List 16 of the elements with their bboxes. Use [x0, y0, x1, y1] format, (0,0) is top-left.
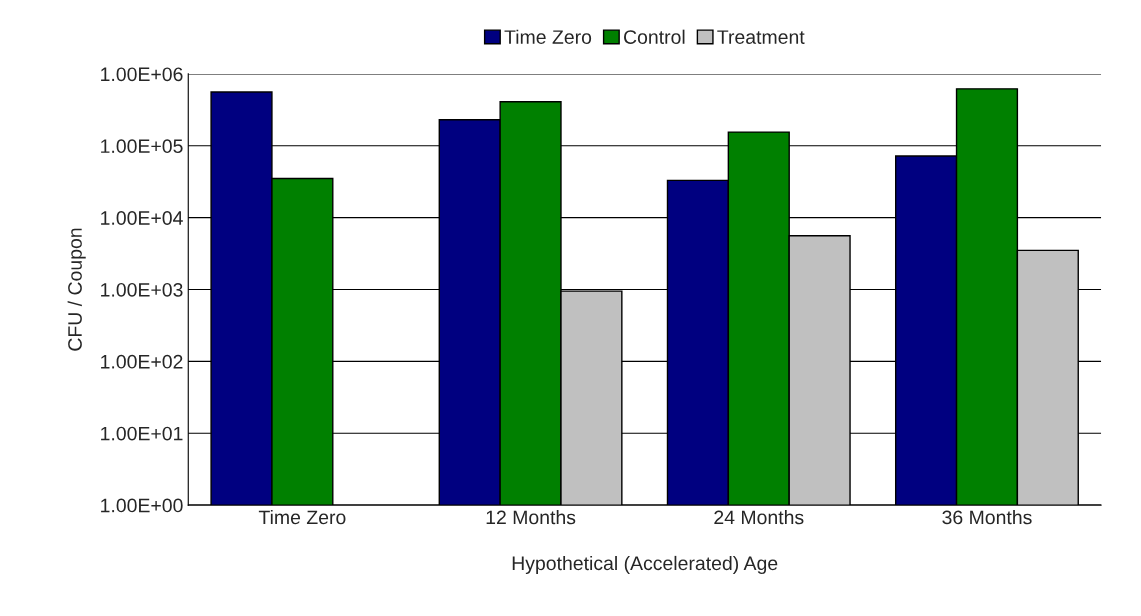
x-tick-label: 24 Months [714, 509, 804, 525]
legend-label: Control [624, 29, 685, 44]
y-tick-label: 1.00E+05 [101, 139, 183, 154]
x-axis-title: Hypothetical (Accelerated) Age [512, 555, 778, 575]
y-tick-label: 1.00E+03 [101, 282, 183, 297]
y-tick-label: 1.00E+04 [101, 211, 183, 225]
legend-label: Time Zero [504, 29, 592, 44]
y-tick-label: 1.00E+06 [101, 67, 183, 82]
x-tick-label: 12 Months [486, 509, 576, 525]
y-tick-label: 1.00E+00 [101, 498, 183, 513]
x-tick-label: Time Zero [258, 509, 346, 525]
y-axis-title: CFU / Coupon [67, 228, 86, 351]
y-tick-label: 1.00E+01 [101, 426, 183, 441]
legend-label: Treatment [717, 30, 805, 44]
y-tick-label: 1.00E+02 [101, 354, 183, 369]
x-tick-label: 36 Months [942, 509, 1032, 525]
